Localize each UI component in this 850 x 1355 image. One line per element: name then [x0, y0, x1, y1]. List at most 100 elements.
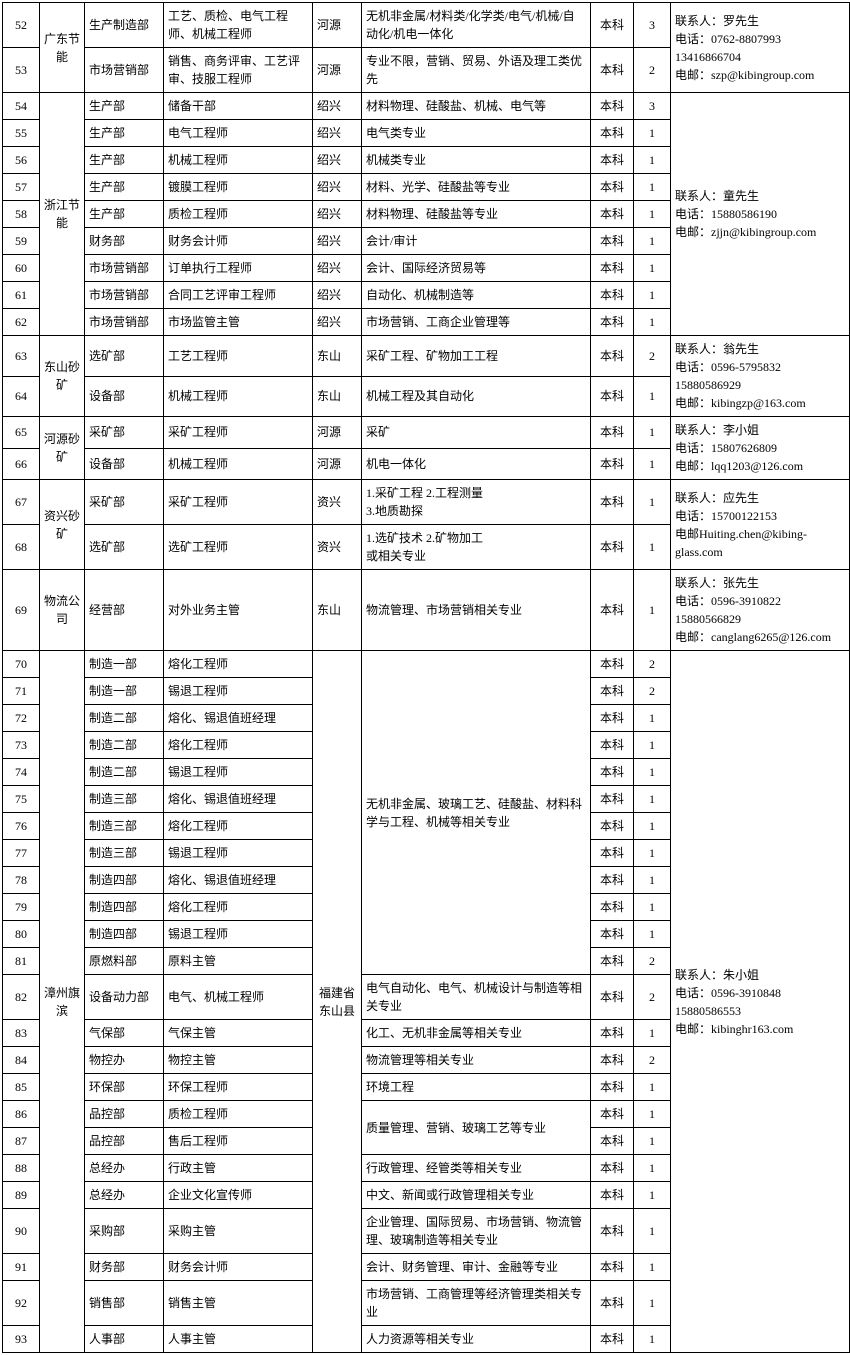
count-cell: 2 [634, 1047, 671, 1074]
dept-cell: 制造三部 [85, 786, 164, 813]
education-cell: 本科 [591, 678, 634, 705]
dept-cell: 设备部 [85, 376, 164, 417]
position-cell: 机械工程师 [164, 147, 313, 174]
dept-cell: 人事部 [85, 1326, 164, 1353]
position-cell: 锡退工程师 [164, 921, 313, 948]
location-cell: 河源 [313, 417, 362, 449]
group-cell: 河源砂矿 [40, 417, 85, 480]
education-cell: 本科 [591, 201, 634, 228]
dept-cell: 制造三部 [85, 813, 164, 840]
requirement-cell: 无机非金属/材料类/化学类/电气/机械/自动化/机电一体化 [362, 3, 591, 48]
row-number: 82 [3, 975, 40, 1020]
count-cell: 1 [634, 417, 671, 449]
requirement-cell: 化工、无机非金属等相关专业 [362, 1020, 591, 1047]
requirement-cell: 1.采矿工程 2.工程测量3.地质勘探 [362, 480, 591, 525]
education-cell: 本科 [591, 525, 634, 570]
education-cell: 本科 [591, 1326, 634, 1353]
position-cell: 销售主管 [164, 1281, 313, 1326]
position-cell: 质检工程师 [164, 1101, 313, 1128]
row-number: 93 [3, 1326, 40, 1353]
dept-cell: 财务部 [85, 228, 164, 255]
position-cell: 机械工程师 [164, 376, 313, 417]
education-cell: 本科 [591, 948, 634, 975]
row-number: 80 [3, 921, 40, 948]
dept-cell: 销售部 [85, 1281, 164, 1326]
position-cell: 机械工程师 [164, 448, 313, 480]
education-cell: 本科 [591, 570, 634, 651]
contact-cell: 联系人：张先生电话：0596-391082215880566829电邮：cang… [671, 570, 850, 651]
dept-cell: 采矿部 [85, 480, 164, 525]
job-table: 52广东节能生产制造部工艺、质检、电气工程师、机械工程师河源无机非金属/材料类/… [2, 2, 850, 1353]
row-number: 87 [3, 1128, 40, 1155]
count-cell: 1 [634, 1209, 671, 1254]
dept-cell: 制造二部 [85, 732, 164, 759]
position-cell: 镀膜工程师 [164, 174, 313, 201]
education-cell: 本科 [591, 1128, 634, 1155]
education-cell: 本科 [591, 867, 634, 894]
location-cell: 绍兴 [313, 309, 362, 336]
requirement-cell: 电气自动化、电气、机械设计与制造等相关专业 [362, 975, 591, 1020]
dept-cell: 采购部 [85, 1209, 164, 1254]
requirement-cell: 材料物理、硅酸盐等专业 [362, 201, 591, 228]
group-cell: 漳州旗滨 [40, 651, 85, 1353]
row-number: 83 [3, 1020, 40, 1047]
requirement-cell: 会计、国际经济贸易等 [362, 255, 591, 282]
count-cell: 1 [634, 1128, 671, 1155]
count-cell: 1 [634, 1281, 671, 1326]
row-number: 75 [3, 786, 40, 813]
education-cell: 本科 [591, 1254, 634, 1281]
contact-cell: 联系人：翁先生电话：0596-579583215880586929电邮：kibi… [671, 336, 850, 417]
position-cell: 气保主管 [164, 1020, 313, 1047]
dept-cell: 生产部 [85, 147, 164, 174]
position-cell: 熔化、锡退值班经理 [164, 786, 313, 813]
dept-cell: 制造二部 [85, 759, 164, 786]
requirement-cell: 电气类专业 [362, 120, 591, 147]
education-cell: 本科 [591, 480, 634, 525]
position-cell: 熔化工程师 [164, 651, 313, 678]
requirement-cell: 材料、光学、硅酸盐等专业 [362, 174, 591, 201]
table-row: 67资兴砂矿采矿部采矿工程师资兴1.采矿工程 2.工程测量3.地质勘探本科1联系… [3, 480, 850, 525]
count-cell: 2 [634, 975, 671, 1020]
count-cell: 1 [634, 894, 671, 921]
dept-cell: 品控部 [85, 1128, 164, 1155]
row-number: 74 [3, 759, 40, 786]
count-cell: 1 [634, 120, 671, 147]
position-cell: 环保工程师 [164, 1074, 313, 1101]
row-number: 68 [3, 525, 40, 570]
count-cell: 1 [634, 786, 671, 813]
row-number: 54 [3, 93, 40, 120]
position-cell: 物控主管 [164, 1047, 313, 1074]
count-cell: 1 [634, 1326, 671, 1353]
dept-cell: 制造一部 [85, 678, 164, 705]
dept-cell: 制造四部 [85, 894, 164, 921]
position-cell: 熔化工程师 [164, 894, 313, 921]
group-cell: 浙江节能 [40, 93, 85, 336]
education-cell: 本科 [591, 120, 634, 147]
row-number: 69 [3, 570, 40, 651]
dept-cell: 设备动力部 [85, 975, 164, 1020]
dept-cell: 市场营销部 [85, 282, 164, 309]
position-cell: 市场监管主管 [164, 309, 313, 336]
count-cell: 3 [634, 93, 671, 120]
count-cell: 2 [634, 336, 671, 377]
count-cell: 1 [634, 759, 671, 786]
count-cell: 1 [634, 921, 671, 948]
education-cell: 本科 [591, 975, 634, 1020]
count-cell: 1 [634, 867, 671, 894]
dept-cell: 物控办 [85, 1047, 164, 1074]
location-cell: 绍兴 [313, 282, 362, 309]
position-cell: 企业文化宣传师 [164, 1182, 313, 1209]
location-cell: 河源 [313, 448, 362, 480]
contact-cell: 联系人：童先生电话：15880586190电邮：zjjn@kibingroup.… [671, 93, 850, 336]
table-row: 54浙江节能生产部储备干部绍兴材料物理、硅酸盐、机械、电气等本科3联系人：童先生… [3, 93, 850, 120]
dept-cell: 制造四部 [85, 867, 164, 894]
position-cell: 质检工程师 [164, 201, 313, 228]
dept-cell: 制造一部 [85, 651, 164, 678]
position-cell: 工艺工程师 [164, 336, 313, 377]
dept-cell: 环保部 [85, 1074, 164, 1101]
count-cell: 1 [634, 813, 671, 840]
education-cell: 本科 [591, 732, 634, 759]
position-cell: 财务会计师 [164, 1254, 313, 1281]
row-number: 56 [3, 147, 40, 174]
group-cell: 东山砂矿 [40, 336, 85, 417]
